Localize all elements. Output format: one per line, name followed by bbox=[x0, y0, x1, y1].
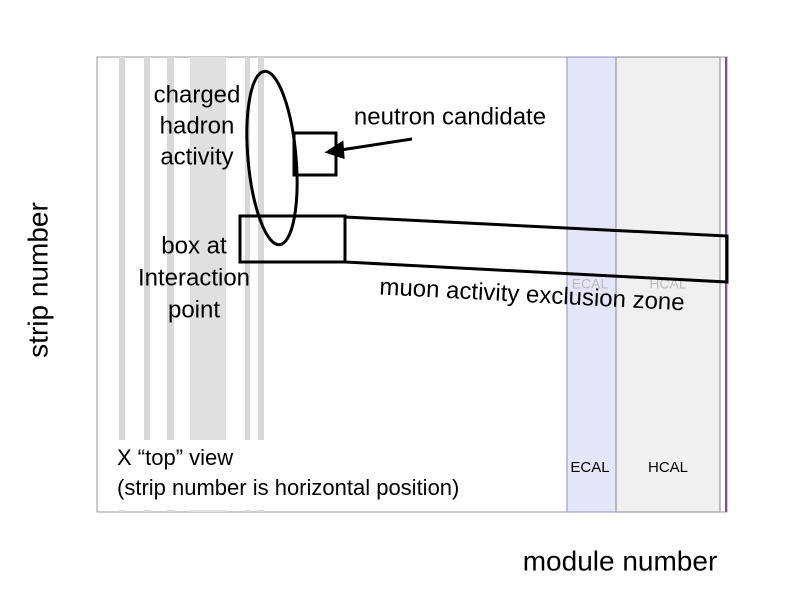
hadron-ellipse bbox=[245, 69, 299, 247]
annotation: charged bbox=[154, 81, 241, 108]
x-axis-label: module number bbox=[523, 545, 718, 576]
annotation: Interaction bbox=[138, 264, 250, 291]
region-label: HCAL bbox=[648, 459, 688, 476]
arrow-head bbox=[324, 140, 345, 160]
annotation-shapes bbox=[238, 69, 729, 284]
y-axis-label: strip number bbox=[22, 202, 53, 358]
region-label-faint: ECAL bbox=[572, 276, 609, 292]
gap bbox=[167, 57, 174, 512]
gap bbox=[245, 57, 250, 512]
annotation: point bbox=[168, 296, 220, 323]
view-box bbox=[98, 440, 560, 510]
gap bbox=[144, 57, 150, 512]
gap bbox=[190, 57, 226, 512]
gap bbox=[258, 57, 264, 512]
annotation: X “top” view bbox=[117, 445, 233, 470]
detector-gaps bbox=[119, 57, 264, 512]
muon-zone bbox=[343, 215, 729, 284]
annotation: hadron bbox=[160, 112, 235, 139]
neutron-arrow bbox=[333, 137, 413, 153]
annotation: box at bbox=[161, 232, 227, 259]
annotation: activity bbox=[160, 143, 233, 170]
gap bbox=[119, 57, 125, 512]
region-label: ECAL bbox=[570, 459, 609, 476]
annotation: neutron candidate bbox=[354, 103, 546, 130]
annotation: (strip number is horizontal position) bbox=[117, 475, 459, 500]
hcal-region bbox=[615, 56, 721, 513]
